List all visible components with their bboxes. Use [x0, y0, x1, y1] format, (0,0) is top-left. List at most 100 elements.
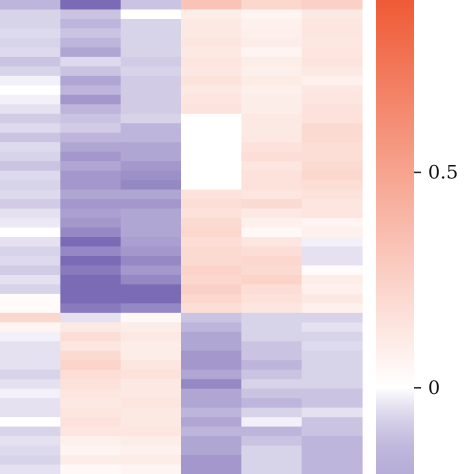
- heatmap-cell: [241, 56, 303, 67]
- heatmap-cell: [120, 0, 182, 11]
- heatmap-cell: [60, 85, 122, 96]
- heatmap-cell: [181, 379, 242, 390]
- heatmap-cell: [120, 227, 182, 238]
- heatmap-cell: [301, 18, 363, 30]
- heatmap-cell: [301, 246, 363, 257]
- heatmap-cell: [120, 398, 182, 409]
- heatmap-cell: [120, 142, 182, 153]
- heatmap-cell: [60, 208, 122, 219]
- heatmap-cell: [120, 388, 182, 399]
- heatmap-cell: [60, 56, 122, 67]
- heatmap-cell: [120, 85, 182, 96]
- heatmap-cell: [120, 123, 182, 134]
- heatmap-cell: [241, 151, 303, 162]
- heatmap-cell: [241, 436, 303, 447]
- heatmap-cell: [0, 331, 61, 342]
- heatmap-cell: [241, 180, 303, 191]
- heatmap-cell: [301, 227, 363, 238]
- heatmap-cell: [0, 218, 61, 229]
- heatmap-cell: [0, 274, 61, 285]
- heatmap-cell: [0, 369, 61, 380]
- heatmap-cell: [120, 360, 182, 371]
- heatmap-cell: [0, 407, 61, 418]
- heatmap-cell: [120, 199, 182, 210]
- heatmap-cell: [241, 322, 303, 333]
- heatmap-cell: [181, 255, 242, 267]
- heatmap-cell: [301, 322, 363, 333]
- heatmap-cell: [181, 123, 242, 134]
- heatmap-cell: [0, 227, 61, 238]
- heatmap-cell: [301, 369, 363, 380]
- heatmap-cell: [120, 379, 182, 390]
- heatmap-cell: [241, 199, 303, 210]
- heatmap-cell: [60, 464, 122, 474]
- heatmap-cell: [181, 113, 242, 124]
- heatmap-cell: [181, 312, 242, 323]
- heatmap-cell: [301, 170, 363, 181]
- heatmap-cell: [120, 284, 182, 295]
- heatmap-cell: [120, 426, 182, 437]
- heatmap-cell: [120, 331, 182, 342]
- heatmap-cell: [301, 445, 363, 456]
- heatmap-cell: [0, 398, 61, 409]
- heatmap-cell: [181, 246, 242, 257]
- heatmap-cell: [301, 75, 363, 86]
- heatmap-cell: [0, 151, 61, 162]
- heatmap-cell: [120, 28, 182, 39]
- heatmap-cell: [241, 341, 303, 352]
- heatmap-cell: [181, 199, 242, 210]
- heatmap-cell: [120, 255, 182, 267]
- heatmap-cell: [0, 0, 61, 11]
- heatmap-cell: [120, 75, 182, 86]
- heatmap-cell: [241, 161, 303, 172]
- heatmap-cell: [301, 208, 363, 219]
- heatmap-cell: [60, 246, 122, 257]
- heatmap-cell: [241, 94, 303, 105]
- heatmap-cell: [0, 379, 61, 390]
- heatmap-cell: [241, 464, 303, 474]
- heatmap-cell: [301, 47, 363, 58]
- heatmap-cell: [181, 265, 242, 276]
- heatmap-cell: [60, 274, 122, 285]
- heatmap-cell: [241, 18, 303, 30]
- heatmap-cell: [241, 113, 303, 124]
- heatmap-cell: [301, 0, 363, 11]
- heatmap-cell: [60, 369, 122, 380]
- heatmap-cell: [60, 445, 122, 456]
- heatmap-cell: [0, 293, 61, 304]
- heatmap-cell: [181, 9, 242, 20]
- heatmap-cell: [60, 426, 122, 437]
- heatmap-cell: [241, 218, 303, 229]
- heatmap-cell: [241, 104, 303, 115]
- heatmap-cell: [181, 293, 242, 304]
- heatmap-cell: [60, 151, 122, 162]
- heatmap-cell: [60, 398, 122, 409]
- heatmap-cell: [120, 9, 182, 20]
- heatmap-cell: [181, 208, 242, 219]
- heatmap-cell: [0, 180, 61, 191]
- heatmap-cell: [301, 37, 363, 48]
- heatmap-cell: [241, 350, 303, 361]
- heatmap-cell: [241, 407, 303, 418]
- heatmap-cell: [241, 0, 303, 11]
- heatmap-cell: [181, 0, 242, 11]
- heatmap-cell: [181, 237, 242, 248]
- heatmap-cell: [60, 303, 122, 314]
- heatmap-cell: [60, 0, 122, 11]
- heatmap-cell: [301, 142, 363, 153]
- heatmap-grid: [0, 0, 363, 474]
- heatmap-cell: [301, 284, 363, 295]
- heatmap-cell: [0, 341, 61, 352]
- heatmap-cell: [301, 180, 363, 191]
- heatmap-cell: [301, 274, 363, 285]
- heatmap-cell: [120, 132, 182, 143]
- heatmap-cell: [181, 322, 242, 333]
- heatmap-cell: [0, 170, 61, 181]
- heatmap-cell: [241, 132, 303, 143]
- heatmap-cell: [0, 94, 61, 105]
- heatmap-cell: [60, 47, 122, 58]
- heatmap-cell: [241, 170, 303, 181]
- heatmap-cell: [120, 417, 182, 428]
- heatmap-cell: [241, 123, 303, 134]
